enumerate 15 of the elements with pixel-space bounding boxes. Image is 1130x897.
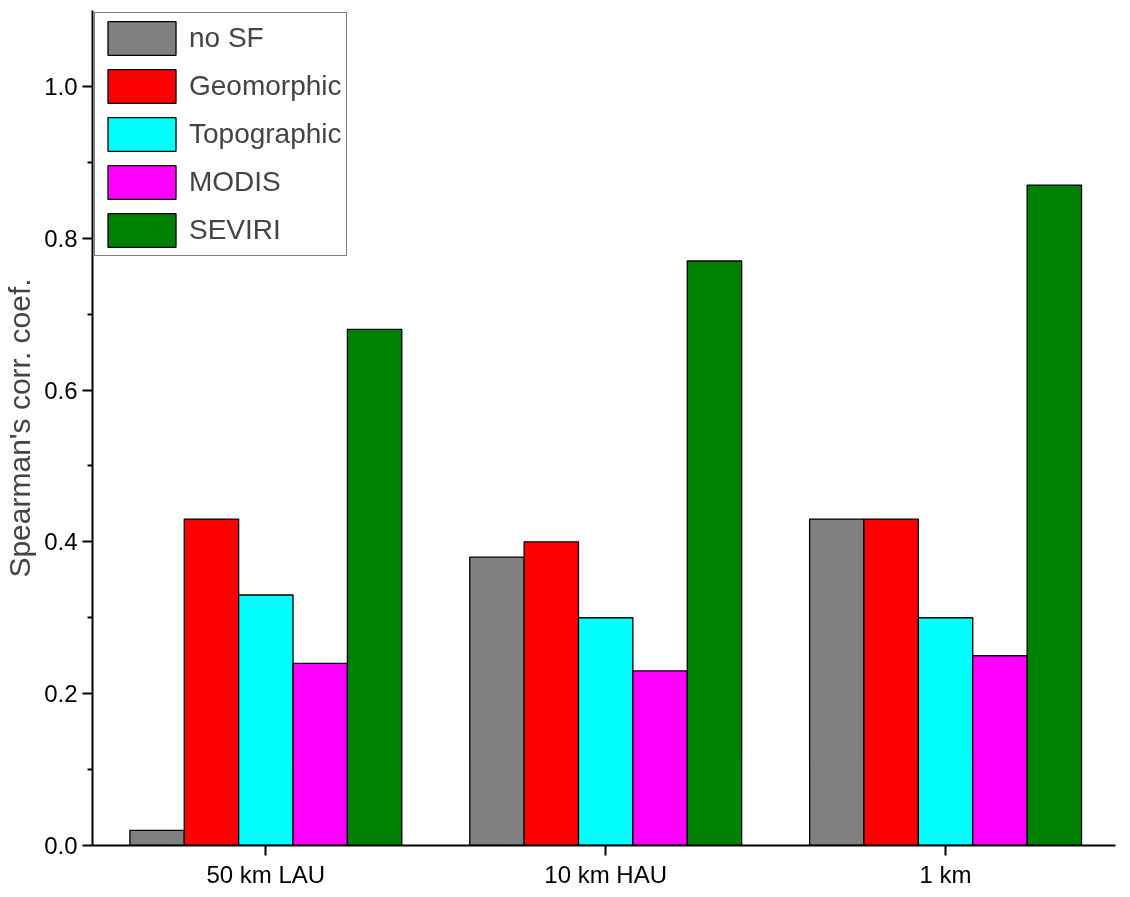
y-tick-label: 1.0 bbox=[44, 72, 78, 100]
y-tick-label: 0.0 bbox=[44, 832, 78, 859]
x-tick-label: 50 km LAU bbox=[206, 860, 326, 888]
legend-label: Geomorphic bbox=[189, 70, 342, 102]
y-tick-label: 0.8 bbox=[44, 224, 78, 252]
legend-label: no SF bbox=[189, 22, 264, 54]
y-tick-label: 0.2 bbox=[44, 680, 78, 708]
y-tick-label: 0.6 bbox=[44, 376, 78, 404]
x-tick-label: 10 km HAU bbox=[544, 860, 668, 888]
y-tick-label: 0.4 bbox=[44, 528, 78, 556]
x-tick-label: 1 km bbox=[919, 860, 972, 888]
legend-label: SEVIRI bbox=[189, 214, 281, 246]
legend-label: MODIS bbox=[189, 166, 281, 198]
y-axis-title: Spearman's corr. coef. bbox=[3, 278, 37, 578]
legend-label: Topographic bbox=[189, 118, 342, 150]
